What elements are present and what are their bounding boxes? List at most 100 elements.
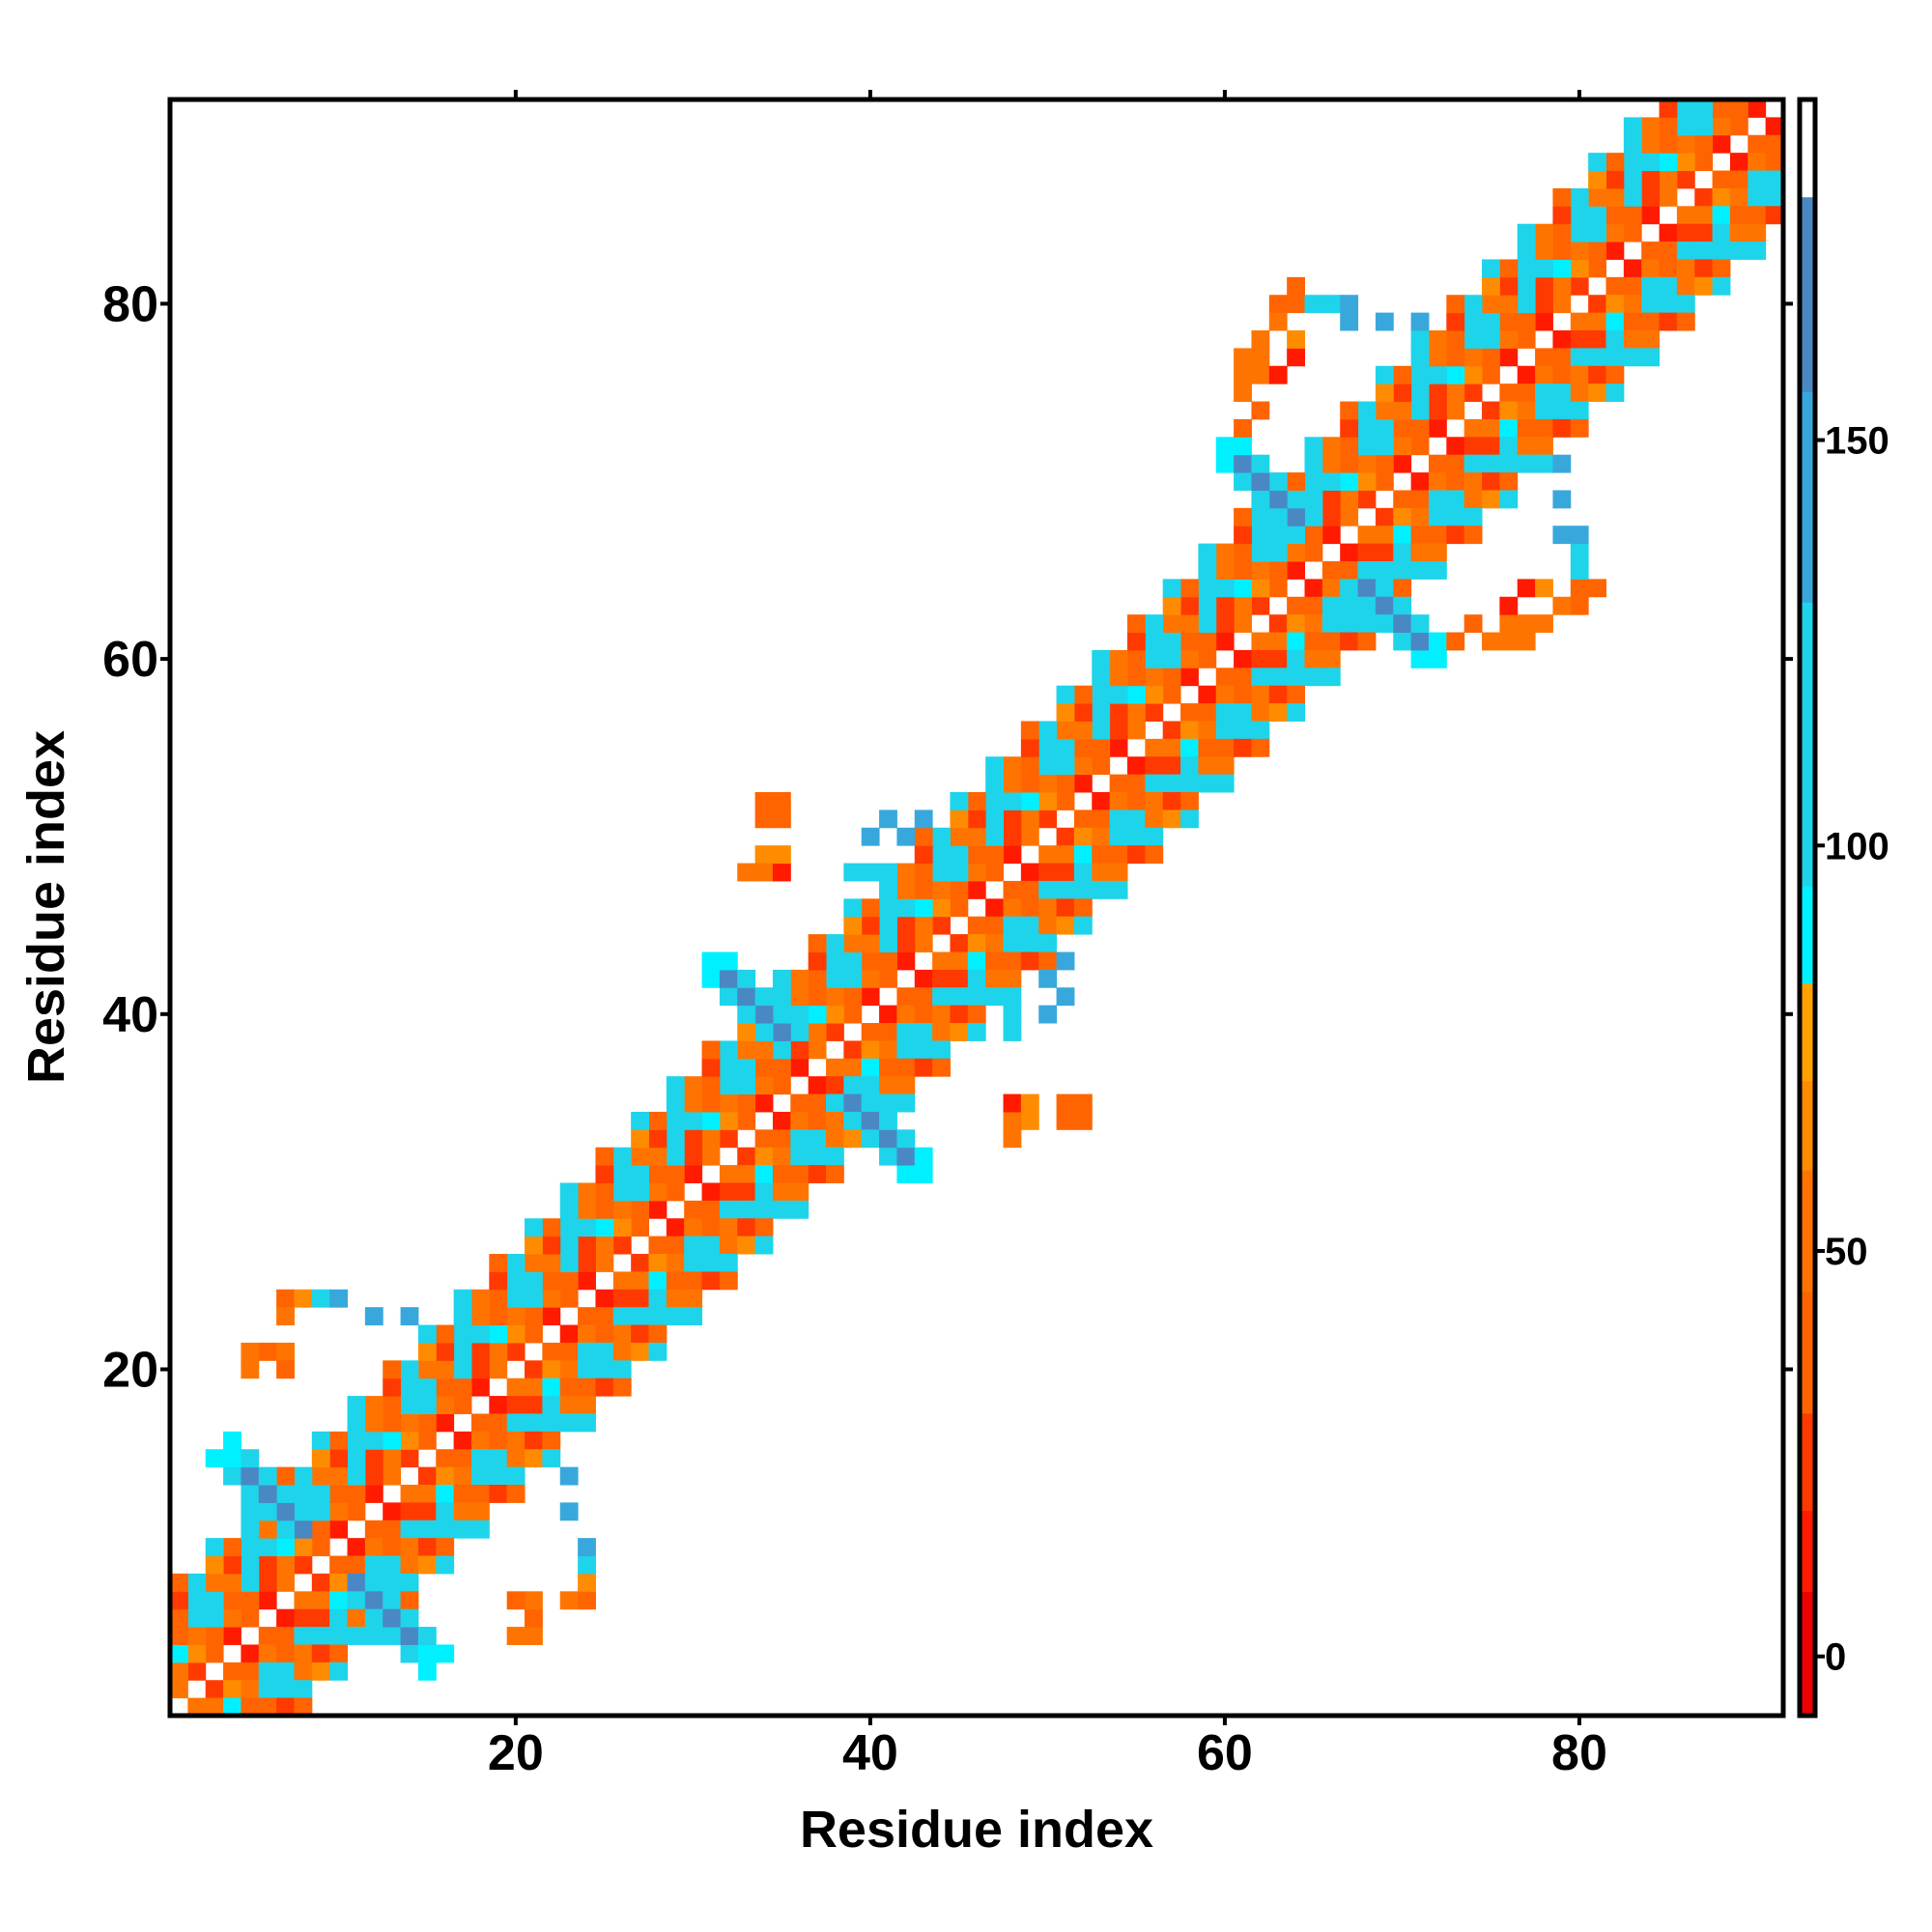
heatmap-cell xyxy=(1321,579,1341,598)
heatmap-cell xyxy=(1570,526,1589,545)
heatmap-cell xyxy=(417,1413,437,1433)
heatmap-cell xyxy=(950,880,969,899)
heatmap-cell xyxy=(1712,259,1731,278)
heatmap-cell xyxy=(258,1680,277,1699)
heatmap-cell xyxy=(1180,792,1199,810)
heatmap-cell xyxy=(294,1502,313,1521)
colorbar-tick-label: 100 xyxy=(1825,825,1889,867)
heatmap-cell xyxy=(417,1485,437,1503)
heatmap-cell xyxy=(1198,614,1217,634)
heatmap-cell xyxy=(1126,703,1146,722)
heatmap-cell xyxy=(1092,827,1111,846)
heatmap-cell xyxy=(170,1680,188,1699)
heatmap-cell xyxy=(1552,348,1572,367)
axis-ticks: 20 40 60 80 20 40 60 80 xyxy=(102,90,1793,1781)
heatmap-cell xyxy=(1162,596,1181,615)
heatmap-cell xyxy=(1109,649,1128,668)
heatmap-cell xyxy=(470,1520,490,1539)
heatmap-cell xyxy=(1145,756,1164,776)
heatmap-cell xyxy=(896,952,916,971)
heatmap-cell xyxy=(383,1360,402,1379)
heatmap-cell xyxy=(1321,490,1341,509)
heatmap-cell xyxy=(1375,561,1394,580)
heatmap-cell xyxy=(701,1040,721,1060)
heatmap-cell xyxy=(1676,170,1695,189)
heatmap-cell xyxy=(1517,330,1536,349)
heatmap-cell xyxy=(1321,507,1341,526)
heatmap-cell xyxy=(1020,952,1039,971)
heatmap-cell xyxy=(436,1466,455,1486)
heatmap-cell xyxy=(1499,384,1519,403)
heatmap-cell xyxy=(914,1058,933,1077)
heatmap-cell xyxy=(1535,365,1553,384)
heatmap-cell xyxy=(311,1591,330,1610)
heatmap-cell xyxy=(383,1591,402,1610)
heatmap-cell xyxy=(1535,418,1553,438)
heatmap-cell xyxy=(719,1271,738,1291)
heatmap-cell xyxy=(1038,952,1058,971)
heatmap-cell xyxy=(578,1254,596,1272)
heatmap-cell xyxy=(1552,276,1572,296)
heatmap-cell xyxy=(1482,276,1500,296)
heatmap-cell xyxy=(879,934,897,952)
heatmap-cell xyxy=(1410,526,1430,545)
heatmap-cell xyxy=(631,1147,649,1166)
heatmap-cell xyxy=(701,1094,721,1113)
heatmap-cell xyxy=(1482,259,1500,278)
heatmap-cell xyxy=(578,1555,596,1575)
heatmap-cell xyxy=(1321,295,1341,314)
heatmap-cell xyxy=(1251,579,1270,598)
heatmap-cell xyxy=(1428,543,1447,562)
heatmap-cell xyxy=(1357,596,1377,615)
heatmap-cell xyxy=(1570,206,1589,225)
heatmap-cell xyxy=(559,1396,579,1414)
heatmap-cell xyxy=(1410,437,1430,456)
heatmap-cell xyxy=(1020,898,1039,918)
heatmap-cell xyxy=(559,1289,579,1308)
heatmap-cell xyxy=(311,1449,330,1468)
heatmap-cell xyxy=(1109,810,1128,829)
heatmap-cell xyxy=(241,1591,260,1610)
heatmap-cell xyxy=(914,845,933,865)
heatmap-cell xyxy=(1180,596,1199,615)
heatmap-cell xyxy=(1694,206,1714,225)
heatmap-cell xyxy=(932,898,951,918)
heatmap-cell xyxy=(1375,454,1394,473)
heatmap-cell xyxy=(648,1236,668,1255)
heatmap-cell xyxy=(1073,898,1093,918)
heatmap-cell xyxy=(1712,99,1731,118)
heatmap-cell xyxy=(1321,668,1341,687)
heatmap-cell xyxy=(1446,365,1465,384)
heatmap-cell xyxy=(985,845,1005,865)
heatmap-cell xyxy=(1676,153,1695,172)
heatmap-cell xyxy=(1535,295,1553,314)
heatmap-cell xyxy=(754,1005,774,1024)
heatmap-cell xyxy=(896,1094,916,1113)
heatmap-cell xyxy=(436,1378,455,1397)
heatmap-cell xyxy=(1251,401,1270,420)
heatmap-cell xyxy=(258,1627,277,1645)
heatmap-cell xyxy=(400,1502,419,1521)
heatmap-cell xyxy=(932,827,951,846)
heatmap-cell xyxy=(1268,614,1288,634)
heatmap-cell xyxy=(950,934,969,952)
heatmap-cell xyxy=(1375,312,1394,331)
heatmap-cell xyxy=(258,1697,277,1717)
colorbar-tick-label: 0 xyxy=(1825,1636,1846,1679)
heatmap-cell xyxy=(258,1662,277,1681)
heatmap-cell xyxy=(1428,418,1447,438)
heatmap-cell xyxy=(1393,490,1412,509)
heatmap-cell xyxy=(1694,259,1714,278)
heatmap-cell xyxy=(1180,721,1199,740)
heatmap-cell xyxy=(1162,721,1181,740)
heatmap-cell xyxy=(1410,384,1430,403)
heatmap-cell xyxy=(666,1271,685,1291)
heatmap-cell xyxy=(879,863,897,882)
heatmap-cell xyxy=(666,1111,685,1130)
heatmap-cell xyxy=(559,1236,579,1255)
heatmap-cell xyxy=(950,898,969,918)
heatmap-cell xyxy=(985,774,1005,793)
heatmap-cell xyxy=(1198,721,1217,740)
heatmap-cell xyxy=(914,934,933,952)
heatmap-cell xyxy=(772,1040,791,1060)
